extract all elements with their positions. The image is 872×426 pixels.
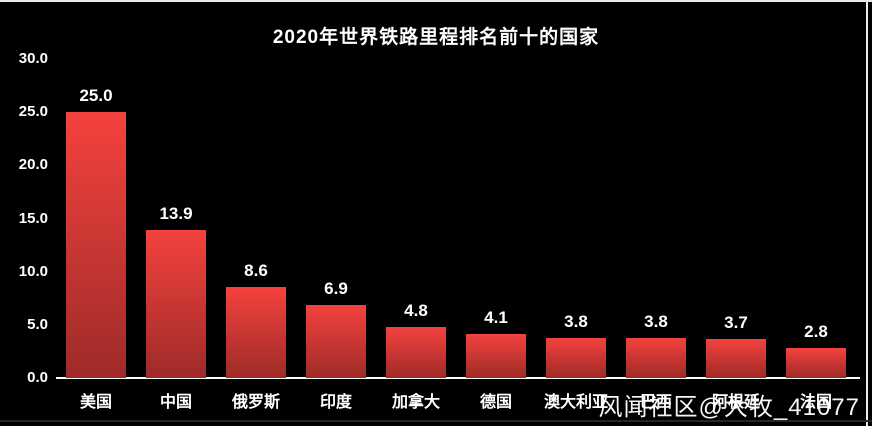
bar-value-label: 13.9: [159, 204, 193, 223]
bar-1: [146, 230, 206, 378]
bar-value-label: 3.8: [644, 312, 668, 331]
bar-value-label: 25.0: [79, 86, 113, 105]
x-category-label: 阿根廷: [711, 394, 760, 411]
y-tick-label: 0.0: [27, 369, 48, 386]
x-category-label: 中国: [159, 394, 192, 411]
x-category-label: 巴西: [639, 394, 672, 411]
bar-value-label: 2.8: [804, 322, 828, 341]
bar-8: [706, 339, 766, 378]
frame-top-border: [0, 0, 872, 2]
frame-right-border: [866, 0, 868, 426]
bar-value-label: 4.1: [484, 308, 508, 327]
y-tick-label: 10.0: [18, 262, 48, 280]
bar-7: [626, 338, 686, 378]
watermark-text: 风闻社区@大牧_41077: [598, 394, 860, 421]
x-axis-line: [56, 377, 860, 379]
y-tick-label: 20.0: [18, 156, 48, 174]
y-tick-label: 25.0: [18, 103, 48, 121]
y-tick-label: 30.0: [18, 50, 48, 67]
x-category-label: 加拿大: [391, 394, 440, 411]
bar-2: [226, 287, 286, 378]
chart-title: 2020年世界铁路里程排名前十的国家: [272, 27, 600, 48]
bar-6: [546, 338, 606, 378]
x-category-label: 澳大利亚: [543, 394, 608, 411]
frame-bottom-border: [0, 420, 872, 422]
x-category-label: 印度: [319, 394, 352, 411]
y-tick-label: 15.0: [18, 209, 48, 227]
x-category-label: 俄罗斯: [231, 394, 280, 411]
x-category-label: 德国: [479, 394, 512, 411]
bar-value-label: 3.8: [564, 312, 588, 331]
bar-4: [386, 327, 446, 378]
bar-3: [306, 305, 366, 378]
bar-value-label: 3.7: [724, 313, 748, 332]
bar-5: [466, 334, 526, 378]
x-category-label: 美国: [79, 394, 112, 411]
bar-value-label: 6.9: [324, 279, 348, 298]
y-tick-label: 5.0: [27, 315, 48, 333]
bar-9: [786, 348, 846, 378]
bar-0: [66, 112, 126, 378]
bar-value-label: 8.6: [244, 261, 268, 280]
x-category-label: 法国: [799, 394, 832, 411]
bar-value-label: 4.8: [404, 301, 428, 320]
